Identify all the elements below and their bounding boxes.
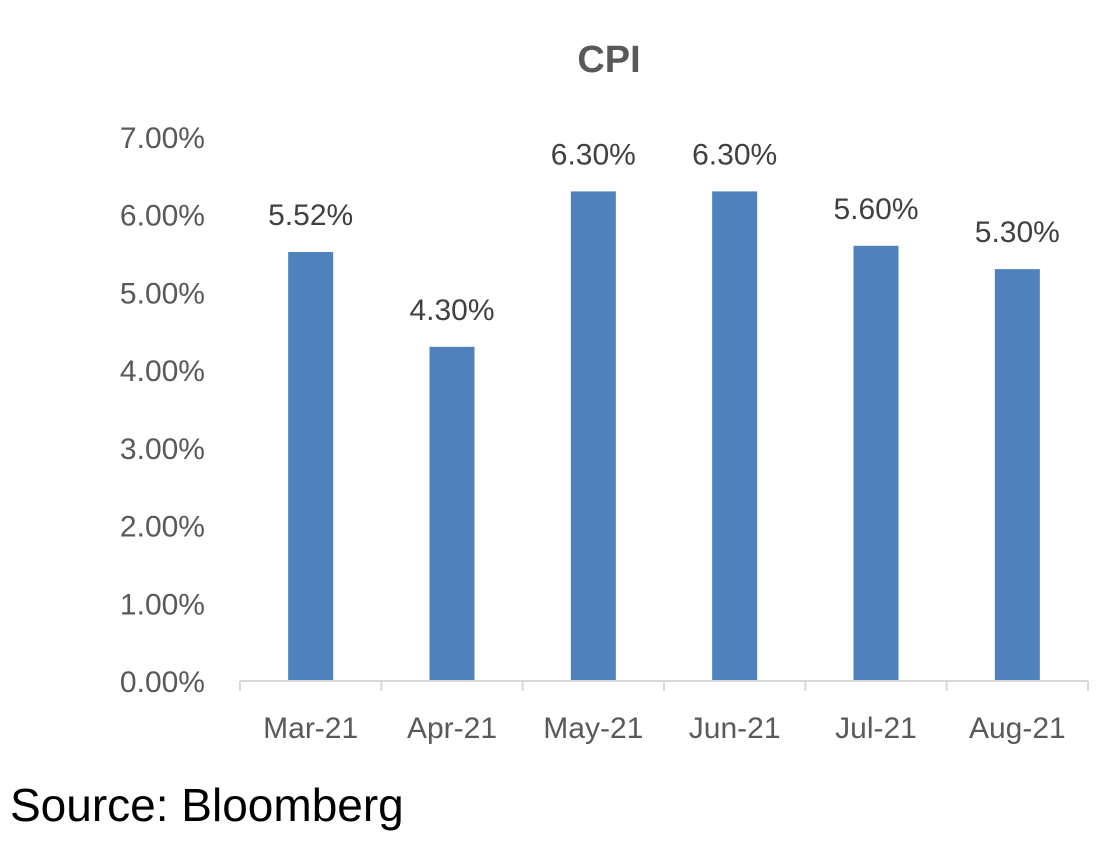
bar-series [288,191,1040,682]
data-label: 4.30% [409,294,494,327]
data-label: 6.30% [692,138,777,171]
bar-aug-21 [994,269,1040,681]
bar-jul-21 [853,245,899,682]
data-labels: 5.52% 4.30% 6.30% 6.30% 5.60% 5.30% [268,138,1060,326]
x-tick-label: Jun-21 [689,712,781,745]
x-tick-label: Jul-21 [835,712,917,745]
x-axis: Mar-21 Apr-21 May-21 Jun-21 Jul-21 Aug-21 [239,680,1089,745]
bar-apr-21 [429,346,475,681]
data-label: 5.52% [268,199,353,232]
y-tick-label: 6.00% [120,200,205,233]
bar-may-21 [570,191,616,681]
bar-jun-21 [712,191,758,681]
y-tick-label: 7.00% [120,122,205,155]
x-tick-label: Mar-21 [263,712,358,745]
bar-mar-21 [288,252,334,681]
data-label: 5.30% [975,216,1060,249]
source-note: Source: Bloomberg [10,779,404,831]
y-tick-label: 5.00% [120,277,205,310]
y-tick-label: 0.00% [120,666,205,699]
data-label: 6.30% [551,138,636,171]
x-tick-label: Apr-21 [407,712,497,745]
y-axis: 0.00% 1.00% 2.00% 3.00% 4.00% 5.00% 6.00% 7.00% [120,122,205,699]
chart-title: CPI [577,39,640,81]
y-tick-label: 1.00% [120,588,205,621]
y-tick-label: 4.00% [120,355,205,388]
y-tick-label: 3.00% [120,433,205,466]
x-tick-label: Aug-21 [969,712,1066,745]
data-label: 5.60% [833,193,918,226]
x-tick-label: May-21 [543,712,643,745]
y-tick-label: 2.00% [120,511,205,544]
